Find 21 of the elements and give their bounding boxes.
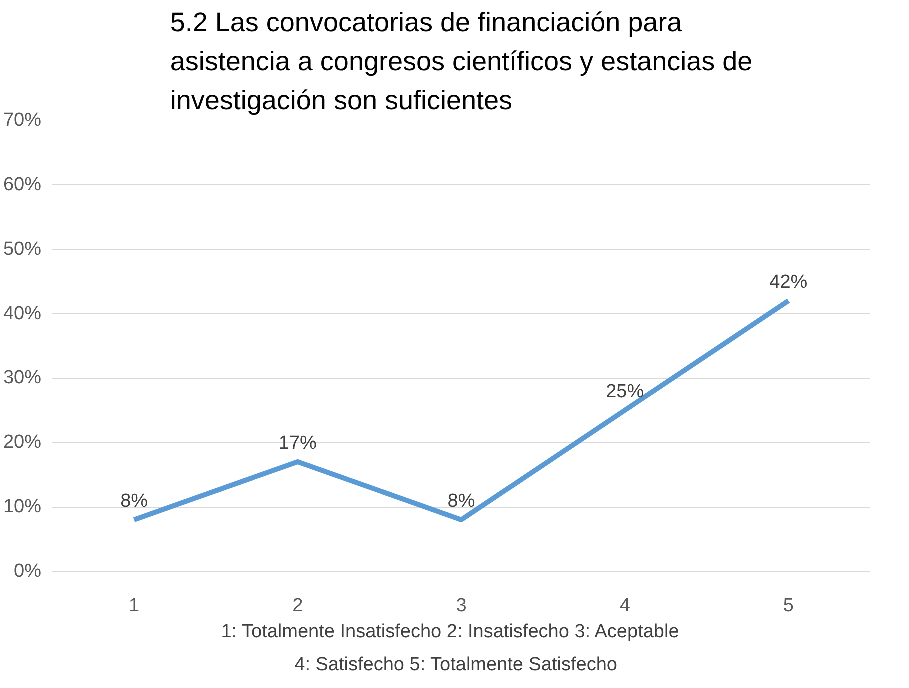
y-tick-label: 10%	[3, 496, 42, 518]
data-label: 8%	[120, 490, 148, 512]
x-tick-label: 4	[620, 596, 631, 616]
data-label: 42%	[770, 272, 808, 293]
text: 4: Satisfecho 5: Totalmente Satisfecho	[294, 654, 618, 676]
x-tick-label: 3	[456, 596, 467, 616]
data-label: 25%	[606, 381, 644, 402]
x-tick-label: 5	[783, 596, 794, 616]
data-label: 17%	[278, 432, 318, 454]
y-tick-label: 70%	[3, 110, 42, 131]
text: 1: Totalmente Insatisfecho 2: Insatisfecho 3: Aceptable	[221, 622, 680, 642]
chart-title: 5.2 Las convocatorias de financiación para asistencia a congresos científicos y estancias de investigación son suficientes	[170, 8, 753, 116]
x-tick-label: 2	[292, 596, 304, 616]
y-tick-label: 0%	[14, 561, 42, 582]
y-tick-label: 40%	[3, 303, 42, 324]
x-tick-label: 1	[129, 596, 140, 616]
y-tick-label: 20%	[3, 432, 42, 454]
y-tick-label: 50%	[3, 238, 42, 260]
y-tick-label: 30%	[3, 368, 42, 389]
data-label: 8%	[448, 490, 476, 512]
y-tick-label: 60%	[3, 174, 42, 196]
